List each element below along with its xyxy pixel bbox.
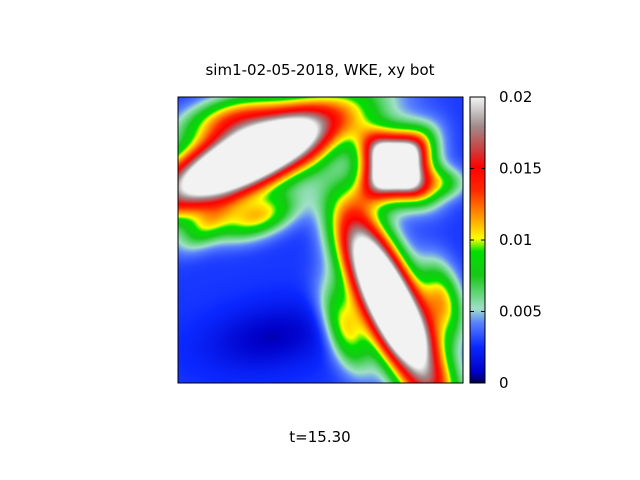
chart-title: sim1-02-05-2018, WKE, xy bot — [205, 61, 434, 79]
time-caption: t=15.30 — [289, 428, 350, 446]
colorbar-ticks: 0 0.005 0.01 0.015 0.02 — [470, 88, 542, 392]
heatmap-field — [178, 97, 463, 383]
colorbar-tick-label: 0.01 — [499, 231, 532, 249]
heatmap-frame — [177, 96, 464, 384]
colorbar-tick-label: 0.005 — [499, 303, 542, 321]
colorbar-tick-label: 0.02 — [499, 88, 532, 106]
colorbar-tick-label: 0.015 — [499, 160, 542, 178]
colorbar-tick-label: 0 — [499, 374, 509, 392]
